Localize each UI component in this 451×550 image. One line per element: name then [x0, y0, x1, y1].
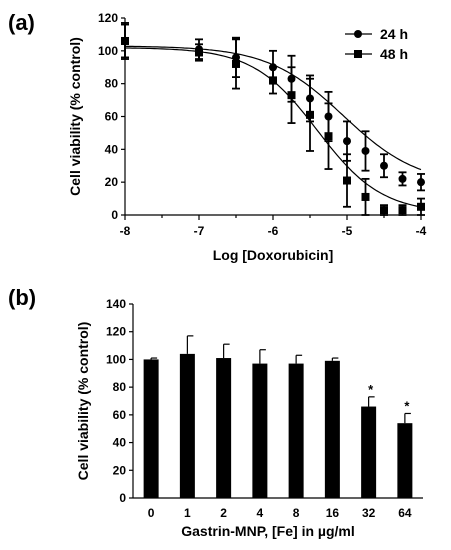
- panel-label-a: (a): [8, 10, 35, 35]
- legend-label: 48 h: [380, 46, 408, 62]
- y-tick-label: 140: [106, 297, 126, 311]
- data-point-square: [417, 202, 425, 211]
- y-tick-label: 60: [105, 110, 119, 124]
- legend-marker-square: [354, 50, 362, 58]
- data-point-square: [380, 206, 388, 215]
- y-axis-title: Cell viability (% control): [75, 322, 91, 481]
- x-tick-label: 0: [148, 506, 155, 520]
- y-axis-title: Cell viability (% control): [67, 37, 83, 196]
- x-tick-label: -6: [268, 224, 279, 238]
- significance-marker: *: [404, 398, 410, 413]
- x-tick-label: 8: [293, 506, 300, 520]
- x-tick-label: 32: [362, 506, 376, 520]
- panel-label-b: (b): [8, 285, 36, 310]
- y-tick-label: 120: [98, 11, 118, 25]
- y-tick-label: 120: [106, 325, 126, 339]
- bar: [143, 359, 159, 498]
- legend-label: 24 h: [380, 26, 408, 42]
- x-tick-label: 2: [220, 506, 227, 520]
- data-point-square: [232, 59, 240, 68]
- y-tick-label: 60: [113, 408, 127, 422]
- legend-marker-circle: [354, 30, 362, 38]
- y-tick-label: 40: [113, 436, 127, 450]
- data-point-square: [361, 192, 370, 201]
- data-point-square: [324, 132, 333, 141]
- x-tick-label: -5: [342, 224, 353, 238]
- legend: 24 h 48 h: [345, 26, 408, 62]
- x-tick-label: 1: [184, 506, 191, 520]
- data-point-square: [287, 91, 296, 100]
- plot-a: 0 20 40 60 80 100 120 -8 -7 -6 -5 -4 Log [Doxorubici…: [67, 11, 427, 263]
- data-point-circle: [417, 178, 425, 187]
- data-point-square: [306, 110, 314, 119]
- bar: [252, 363, 268, 498]
- x-tick-label: 4: [257, 506, 264, 520]
- bar: [216, 358, 232, 498]
- data-point-square: [343, 176, 351, 185]
- data-point-circle: [398, 174, 407, 183]
- x-tick-label: -7: [194, 224, 205, 238]
- data-point-square: [269, 76, 277, 85]
- bar: [324, 360, 340, 498]
- bar: [397, 423, 413, 498]
- x-axis-title: Gastrin-MNP, [Fe] in µg/ml: [181, 523, 355, 539]
- data-point-circle: [380, 161, 388, 170]
- y-tick-label: 80: [113, 380, 127, 394]
- x-tick-label: -4: [416, 224, 427, 238]
- x-axis-title: Log [Doxorubicin]: [213, 247, 334, 263]
- data-point-circle: [343, 137, 351, 146]
- data-point-circle: [361, 146, 370, 155]
- y-tick-label: 20: [113, 463, 127, 477]
- significance-marker: *: [368, 382, 374, 397]
- x-tick-label: -8: [120, 224, 131, 238]
- bar: [288, 363, 304, 498]
- y-tick-label: 80: [105, 77, 119, 91]
- bar: [361, 406, 377, 498]
- data-point-square: [195, 48, 203, 57]
- x-tick-label: 16: [326, 506, 340, 520]
- x-tick-label: 64: [398, 506, 412, 520]
- y-tick-label: 40: [105, 142, 119, 156]
- y-tick-label: 0: [119, 491, 126, 505]
- y-tick-label: 100: [106, 352, 126, 366]
- bar: [179, 353, 195, 498]
- data-point-square: [121, 36, 129, 45]
- series-48h: [121, 22, 425, 216]
- y-tick-label: 0: [111, 208, 118, 222]
- data-point-square: [398, 206, 407, 215]
- plot-b: 0 20 40 60 80 100 120 140 0 1 2 4 8 16 32 * 64 * Gastrin-M…: [75, 297, 423, 539]
- y-tick-label: 100: [98, 44, 118, 58]
- y-tick-label: 20: [105, 175, 119, 189]
